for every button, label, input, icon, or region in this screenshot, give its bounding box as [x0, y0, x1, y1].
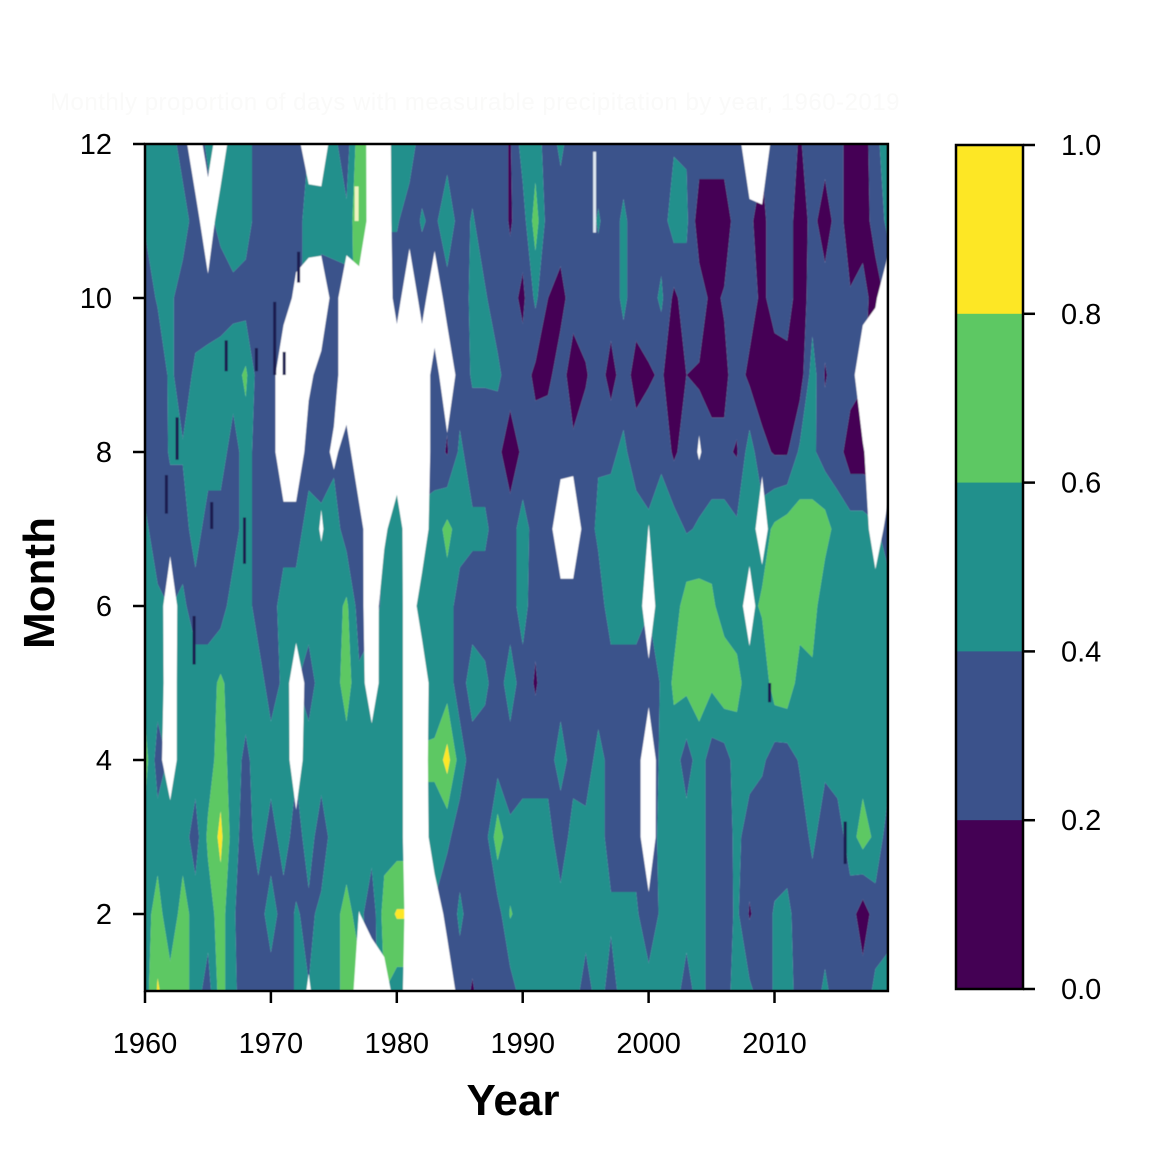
svg-text:10: 10	[80, 283, 112, 315]
svg-text:0.6: 0.6	[1061, 468, 1101, 500]
svg-text:0.2: 0.2	[1061, 805, 1101, 837]
svg-text:Monthly proportion of days wit: Monthly proportion of days with measurab…	[50, 89, 900, 116]
svg-text:2010: 2010	[742, 1028, 807, 1060]
svg-text:2000: 2000	[616, 1028, 681, 1060]
svg-text:Month: Month	[15, 517, 64, 649]
svg-text:0.4: 0.4	[1061, 636, 1101, 668]
svg-text:1970: 1970	[239, 1028, 304, 1060]
svg-text:Year: Year	[467, 1076, 560, 1125]
svg-text:6: 6	[96, 591, 112, 623]
svg-text:1.0: 1.0	[1061, 130, 1101, 162]
svg-text:0.8: 0.8	[1061, 299, 1101, 331]
svg-text:0.0: 0.0	[1061, 974, 1101, 1006]
svg-text:2: 2	[96, 899, 112, 931]
svg-text:4: 4	[96, 745, 112, 777]
svg-text:12: 12	[80, 129, 112, 161]
svg-text:1990: 1990	[490, 1028, 555, 1060]
svg-text:1980: 1980	[365, 1028, 430, 1060]
svg-text:8: 8	[96, 437, 112, 469]
svg-text:1960: 1960	[113, 1028, 178, 1060]
